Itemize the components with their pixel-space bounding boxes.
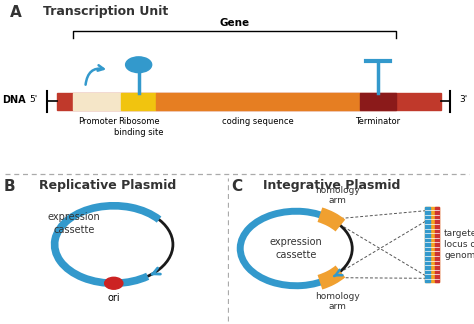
Text: Ribosome
binding site: Ribosome binding site bbox=[114, 117, 164, 137]
Text: Transcription Unit: Transcription Unit bbox=[43, 5, 168, 18]
Bar bbox=[360, 93, 396, 110]
Bar bbox=[435, 207, 439, 282]
Text: B: B bbox=[4, 179, 16, 194]
Text: Terminator: Terminator bbox=[356, 117, 401, 126]
Bar bbox=[57, 93, 441, 110]
Bar bbox=[156, 93, 360, 110]
Text: homology
arm: homology arm bbox=[315, 292, 359, 311]
Text: 5': 5' bbox=[30, 95, 38, 104]
Bar bbox=[121, 93, 156, 110]
Text: 3': 3' bbox=[460, 95, 468, 104]
Text: Gene: Gene bbox=[219, 18, 250, 28]
Ellipse shape bbox=[126, 57, 152, 73]
Bar bbox=[426, 207, 430, 282]
Bar bbox=[73, 93, 121, 110]
Text: Replicative Plasmid: Replicative Plasmid bbox=[39, 179, 177, 192]
Text: coding sequence: coding sequence bbox=[222, 117, 294, 126]
Text: DNA: DNA bbox=[2, 95, 26, 105]
Text: A: A bbox=[9, 5, 21, 20]
Circle shape bbox=[105, 277, 123, 289]
Text: homology
arm: homology arm bbox=[315, 186, 359, 205]
Text: expression
cassette: expression cassette bbox=[48, 213, 100, 235]
Text: ori: ori bbox=[108, 293, 120, 303]
Text: Integrative Plasmid: Integrative Plasmid bbox=[264, 179, 401, 192]
Text: C: C bbox=[231, 179, 242, 194]
Text: targeted
locus on
genome: targeted locus on genome bbox=[444, 229, 474, 260]
Bar bbox=[426, 207, 439, 282]
Text: Promoter: Promoter bbox=[78, 117, 117, 126]
Text: expression
cassette: expression cassette bbox=[270, 237, 323, 260]
